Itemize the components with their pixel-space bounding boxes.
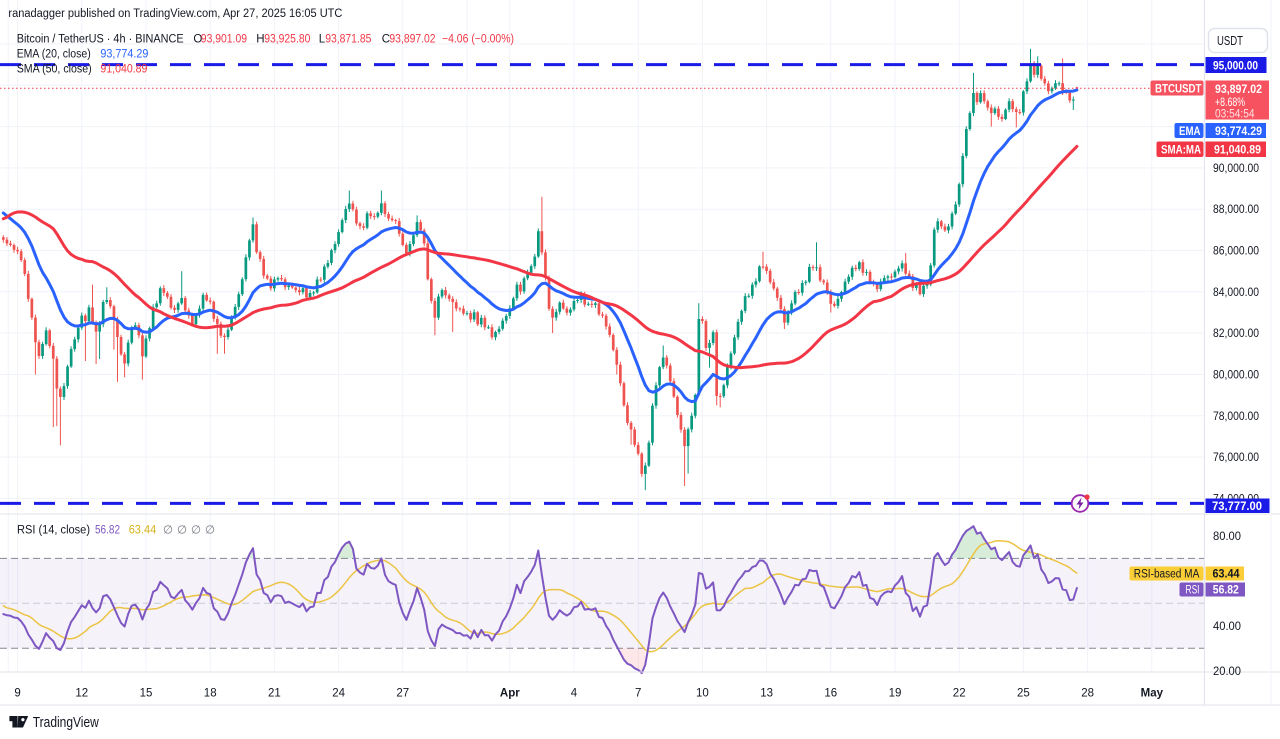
svg-text:∅: ∅ [205,525,215,537]
svg-text:93,774.29: 93,774.29 [1215,124,1262,138]
svg-text:88,000.00: 88,000.00 [1213,204,1259,216]
svg-text:SMA (50, close): SMA (50, close) [17,63,92,75]
svg-text:4: 4 [571,687,578,699]
svg-text:∅: ∅ [191,525,201,537]
svg-text:18: 18 [204,687,217,699]
svg-text:22: 22 [953,687,966,699]
svg-text:93,774.29: 93,774.29 [100,49,148,61]
svg-text:12: 12 [75,687,88,699]
svg-text:93,901.09: 93,901.09 [201,34,247,46]
svg-text:27: 27 [396,687,409,699]
svg-text:91,040.89: 91,040.89 [1214,143,1261,157]
svg-text:9: 9 [14,687,20,699]
svg-text:28: 28 [1081,687,1094,699]
svg-text:BTCUSDT: BTCUSDT [1155,82,1202,96]
svg-text:USDT: USDT [1217,34,1243,48]
svg-text:24: 24 [332,687,345,699]
svg-text:21: 21 [268,687,281,699]
svg-text:03:54:54: 03:54:54 [1215,109,1255,121]
svg-text:+8.68%: +8.68% [1215,97,1245,109]
svg-text:15: 15 [140,687,153,699]
svg-text:93,871.85: 93,871.85 [325,34,371,46]
svg-text:ranadagger published on Tradin: ranadagger published on TradingView.com,… [8,8,342,20]
svg-text:84,000.00: 84,000.00 [1213,287,1259,299]
svg-text:40.00: 40.00 [1213,621,1241,633]
svg-text:80.00: 80.00 [1213,531,1241,543]
svg-text:EMA (20, close): EMA (20, close) [17,49,91,61]
svg-text:−4.06 (−0.00%): −4.06 (−0.00%) [442,34,514,46]
svg-text:20.00: 20.00 [1213,666,1241,678]
svg-text:78,000.00: 78,000.00 [1213,411,1259,423]
svg-text:73,777.00: 73,777.00 [1212,499,1262,513]
svg-text:93,925.80: 93,925.80 [264,34,310,46]
svg-text:∅: ∅ [177,525,187,537]
svg-text:TradingView: TradingView [33,715,99,731]
svg-text:56.82: 56.82 [1213,585,1239,597]
svg-text:86,000.00: 86,000.00 [1213,246,1259,258]
svg-text:93,897.02: 93,897.02 [389,34,435,46]
svg-text:O: O [193,34,202,46]
svg-text:80,000.00: 80,000.00 [1213,370,1259,382]
svg-text:EMA: EMA [1179,124,1201,138]
svg-text:∅: ∅ [163,525,173,537]
svg-text:Bitcoin / TetherUS · 4h · BINA: Bitcoin / TetherUS · 4h · BINANCE [17,34,184,46]
svg-text:90,000.00: 90,000.00 [1213,163,1259,175]
svg-text:63.44: 63.44 [1213,569,1241,581]
svg-text:H: H [256,34,264,46]
svg-text:RSI-based MA: RSI-based MA [1134,569,1200,581]
svg-text:10: 10 [696,687,709,699]
svg-text:95,000.00: 95,000.00 [1213,59,1258,73]
svg-text:56.82: 56.82 [95,525,120,537]
svg-text:RSI: RSI [1186,585,1200,597]
svg-text:91,040.89: 91,040.89 [100,63,147,75]
svg-text:63.44: 63.44 [129,525,157,537]
svg-text:82,000.00: 82,000.00 [1213,328,1259,340]
svg-text:19: 19 [889,687,902,699]
svg-text:76,000.00: 76,000.00 [1213,452,1259,464]
svg-text:16: 16 [824,687,837,699]
svg-text:May: May [1141,687,1164,699]
svg-text:C: C [382,34,390,46]
svg-text:93,897.02: 93,897.02 [1215,82,1262,96]
svg-text:7: 7 [635,687,641,699]
svg-text:13: 13 [760,687,773,699]
svg-text:Apr: Apr [500,687,520,699]
svg-text:RSI (14, close): RSI (14, close) [17,525,90,537]
svg-text:SMA:MA: SMA:MA [1161,143,1201,157]
svg-text:L: L [319,34,326,46]
svg-text:25: 25 [1017,687,1030,699]
